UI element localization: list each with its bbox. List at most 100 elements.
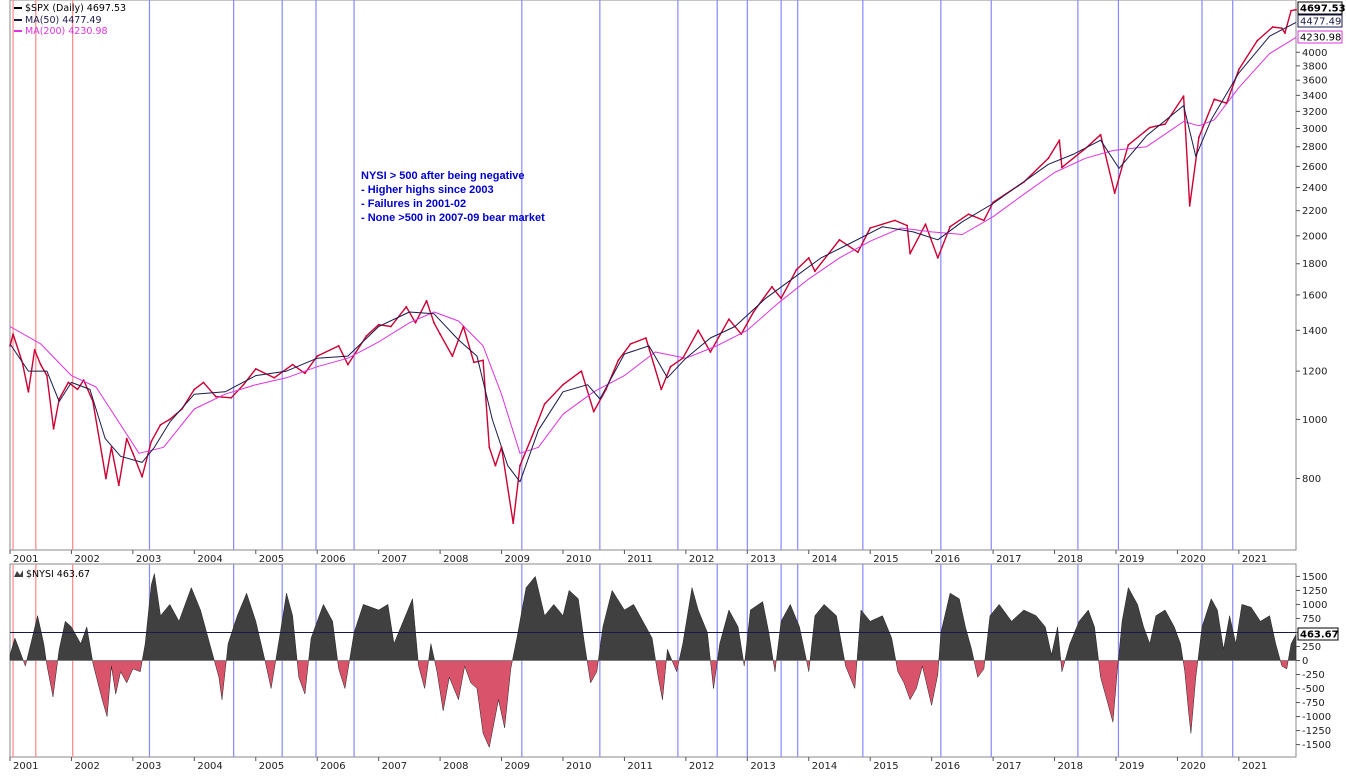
spx-price-point	[254, 368, 257, 370]
spx-price-point	[125, 437, 128, 440]
lower-y-tick-label: -1000	[1302, 712, 1331, 723]
spx-price-point	[1058, 139, 1061, 142]
spx-price-point	[924, 223, 927, 226]
spx-price-point	[291, 363, 294, 366]
spx-price-point	[740, 333, 743, 335]
spx-price-point	[512, 522, 515, 524]
spx-price-point	[869, 227, 872, 229]
lower-x-tick-label: 2008	[443, 761, 468, 772]
annotation-line-1: NYSI > 500 after being negative	[361, 170, 525, 182]
spx-price-point	[893, 219, 896, 222]
upper-x-tick-label: 2019	[1119, 554, 1144, 565]
spx-price-point	[1198, 136, 1200, 139]
spx-price-point	[58, 398, 61, 400]
lower-y-tick-label: 1000	[1302, 600, 1327, 611]
spx-price-point	[168, 418, 171, 421]
spx-price-point	[462, 325, 465, 328]
spx-price-point	[150, 440, 153, 443]
spx-price-point	[857, 251, 859, 254]
upper-x-tick-label: 2017	[996, 554, 1021, 565]
spx-price-point	[1256, 39, 1259, 42]
spx-price-point	[82, 379, 85, 381]
spx-price-point	[46, 374, 48, 377]
spx-price-point	[531, 434, 534, 437]
legend-lower: $NYSI 463.67	[14, 569, 90, 580]
upper-x-tick-label: 2020	[1180, 554, 1205, 565]
upper-x-tick-label: 2010	[566, 554, 591, 565]
spx-price-point	[1113, 192, 1116, 195]
legend-nysi: $NYSI 463.67	[26, 569, 90, 580]
spx-price-point	[1284, 32, 1286, 34]
spx-price-point	[629, 343, 632, 345]
spx-price-point	[105, 477, 107, 480]
upper-y-tick-label: 2800	[1302, 142, 1327, 153]
lower-x-tick-label: 2017	[996, 761, 1021, 772]
lower-x-tick-label: 2007	[382, 761, 407, 772]
upper-y-tick-label: 2400	[1302, 183, 1327, 194]
spx-price-point	[488, 446, 491, 449]
area-chart-icon	[14, 570, 23, 577]
spx-price-point	[814, 270, 816, 273]
annotation-line-2: - Higher highs since 2003	[361, 184, 494, 196]
spx-price-point	[101, 455, 104, 458]
value-tags: 4697.53 4477.49 4230.98 463.67	[1297, 1, 1346, 641]
nysi-area-positive	[1118, 586, 1184, 661]
upper-y-tick-label: 2000	[1302, 231, 1327, 242]
lower-x-tick-label: 2005	[259, 761, 284, 772]
spx-price-point	[304, 372, 306, 375]
spx-price-point	[230, 396, 233, 399]
upper-x-tick-label: 2006	[320, 554, 345, 565]
spx-price-point	[337, 345, 340, 347]
spx-price-point	[347, 363, 349, 366]
spx-price-point	[202, 381, 205, 384]
lower-y-tick-label: 250	[1302, 642, 1321, 653]
lower-x-tick-label: 2021	[1242, 761, 1267, 772]
upper-y-tick-label: 3200	[1302, 107, 1327, 118]
upper-x-tick-label: 2015	[873, 554, 898, 565]
spx-price-point	[214, 395, 217, 398]
upper-x-tick-label: 2013	[750, 554, 775, 565]
spx-price-point	[159, 423, 162, 426]
spx-price-point	[365, 335, 368, 337]
spx-price-point	[482, 359, 484, 362]
spx-value-tag-text: 4697.53	[1300, 4, 1346, 15]
lower-x-tick-label: 2011	[627, 761, 652, 772]
spx-price-point	[795, 268, 798, 271]
spx-price-point	[909, 252, 911, 255]
legend-ma50: MA(50) 4477.49	[25, 15, 102, 26]
spx-series-group	[9, 8, 1297, 524]
spx-price-point	[39, 363, 42, 366]
spx-price-point	[562, 383, 564, 386]
lower-x-tick-label: 2009	[505, 761, 530, 772]
spx-price-point	[1022, 181, 1025, 184]
nysi-area-positive	[349, 598, 419, 661]
ma50-line	[9, 21, 1297, 483]
upper-x-tick-label: 2018	[1058, 554, 1083, 565]
spx-price-point	[439, 333, 441, 335]
lower-x-tick-label: 2014	[812, 761, 837, 772]
nysi-area-positive	[57, 620, 93, 661]
spx-price-point	[838, 238, 841, 241]
upper-x-axis: 2001 2002 2003 2004 2005 2006 2007 2008 2009 2010…	[9, 550, 1267, 565]
ma200-value-tag-text: 4230.98	[1300, 33, 1341, 44]
spx-price-point	[771, 285, 773, 288]
lower-x-tick-label: 2015	[873, 761, 898, 772]
spx-price-point	[377, 323, 380, 326]
lower-x-tick-label: 2018	[1058, 761, 1083, 772]
spx-price-point	[27, 390, 30, 393]
spx-price-point	[21, 361, 24, 364]
spx-price-point	[1295, 8, 1297, 11]
lower-x-tick-label: 2006	[320, 761, 345, 772]
upper-x-tick-label: 2003	[136, 554, 161, 565]
upper-y-tick-label: 3000	[1302, 124, 1327, 135]
spx-price-point	[67, 381, 70, 384]
spx-price-point	[681, 357, 684, 360]
nysi-area-positive	[512, 575, 588, 661]
lower-x-tick-label: 2001	[13, 761, 38, 772]
spx-price-point	[414, 321, 417, 324]
nysi-area-positive	[141, 573, 215, 661]
upper-y-tick-label: 4000	[1302, 48, 1327, 59]
spx-price-point	[33, 349, 36, 351]
upper-x-tick-label: 2016	[935, 554, 960, 565]
